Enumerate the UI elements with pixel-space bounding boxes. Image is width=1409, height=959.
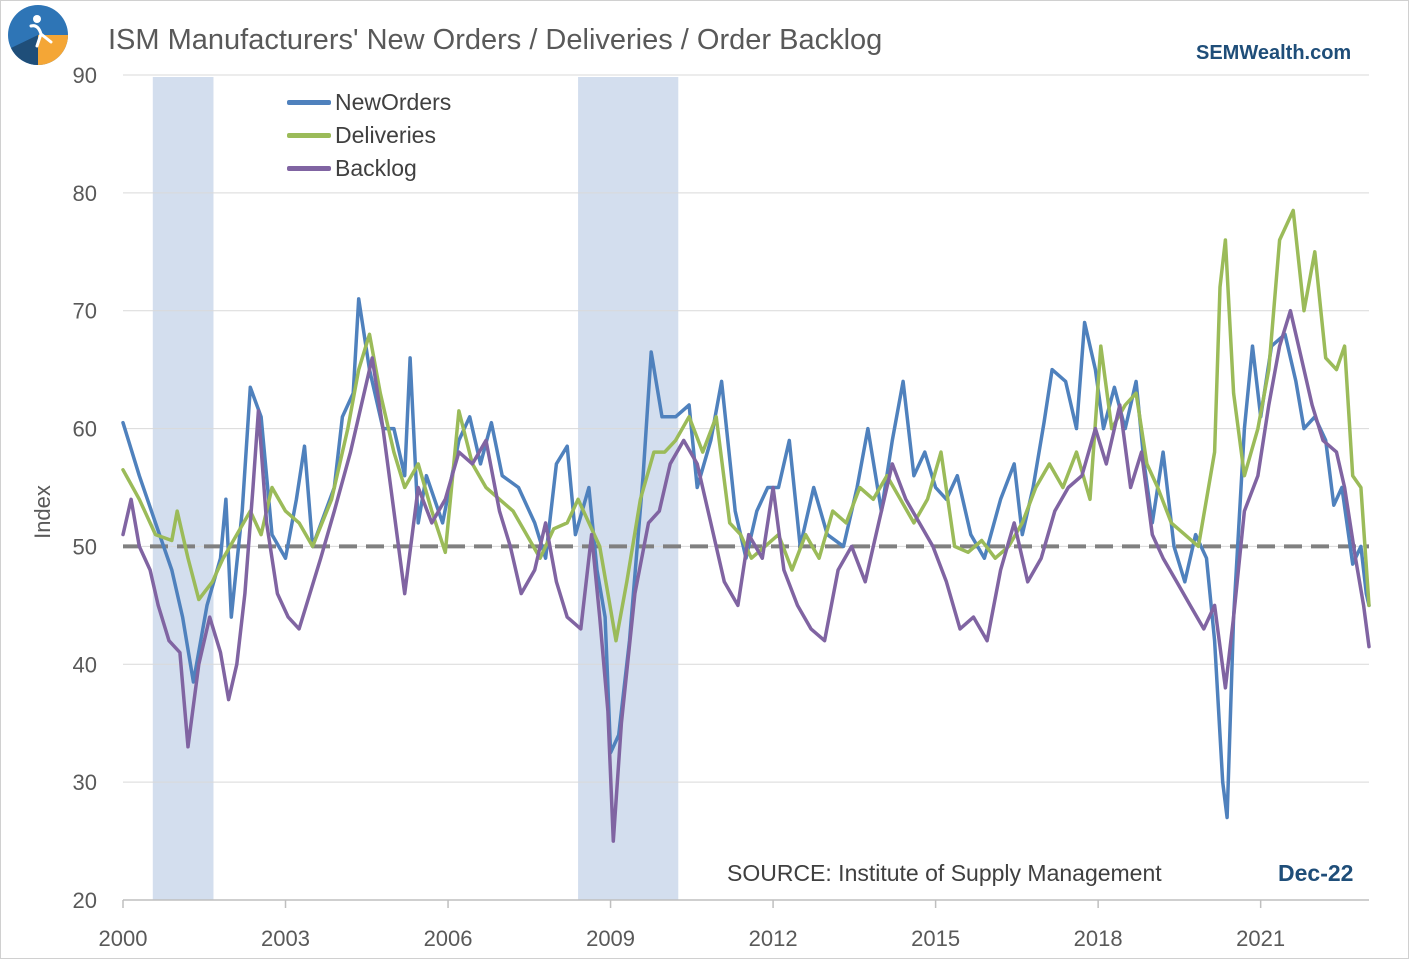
y-tick-label: 50 <box>73 534 97 559</box>
x-tick-label: 2018 <box>1074 926 1123 951</box>
legend-label-backlog: Backlog <box>335 155 417 181</box>
brand-link[interactable]: SEMWealth.com <box>1196 42 1352 64</box>
chart-title: ISM Manufacturers' New Orders / Deliveri… <box>108 24 883 56</box>
source-note: SOURCE: Institute of Supply Management <box>727 860 1162 886</box>
legend-swatch-deliveries <box>287 133 331 138</box>
recession-band-2 <box>578 77 679 900</box>
y-tick-label: 60 <box>73 417 97 442</box>
series-line-backlog <box>121 308 1371 843</box>
y-tick-label: 20 <box>73 888 97 913</box>
recession-band-1 <box>152 77 214 900</box>
recession-shading <box>152 77 679 900</box>
date-label: Dec-22 <box>1278 860 1354 886</box>
y-axis-label: Index <box>30 485 55 539</box>
legend-item-backlog: Backlog <box>287 152 451 185</box>
y-tick-label: 30 <box>73 770 97 795</box>
y-tick-label: 70 <box>73 299 97 324</box>
y-tick-label: 90 <box>73 63 97 88</box>
x-tick-label: 2021 <box>1236 926 1285 951</box>
x-tick-label: 2000 <box>99 926 148 951</box>
y-tick-label: 80 <box>73 181 97 206</box>
y-tick-label: 40 <box>73 652 97 677</box>
y-tick-labels: 20 30 40 50 60 70 80 90 <box>73 63 97 913</box>
x-tick-label: 2006 <box>424 926 473 951</box>
x-tick-label: 2015 <box>911 926 960 951</box>
semwealth-logo-icon <box>8 5 68 65</box>
x-tick-labels: 2000 2003 2006 2009 2012 2015 2018 2021 <box>99 900 1285 951</box>
legend-label-deliveries: Deliveries <box>335 122 436 148</box>
x-tick-label: 2003 <box>261 926 310 951</box>
x-tick-label: 2009 <box>586 926 635 951</box>
series-line-neworders <box>121 297 1371 820</box>
legend-item-deliveries: Deliveries <box>287 119 451 152</box>
legend-swatch-neworders <box>287 100 331 105</box>
legend-swatch-backlog <box>287 166 331 171</box>
x-tick-label: 2012 <box>749 926 798 951</box>
series-lines <box>121 208 1371 843</box>
legend-label-neworders: NewOrders <box>335 89 452 115</box>
legend-item-neworders: NewOrders <box>287 86 451 119</box>
legend: NewOrders Deliveries Backlog <box>287 86 451 185</box>
